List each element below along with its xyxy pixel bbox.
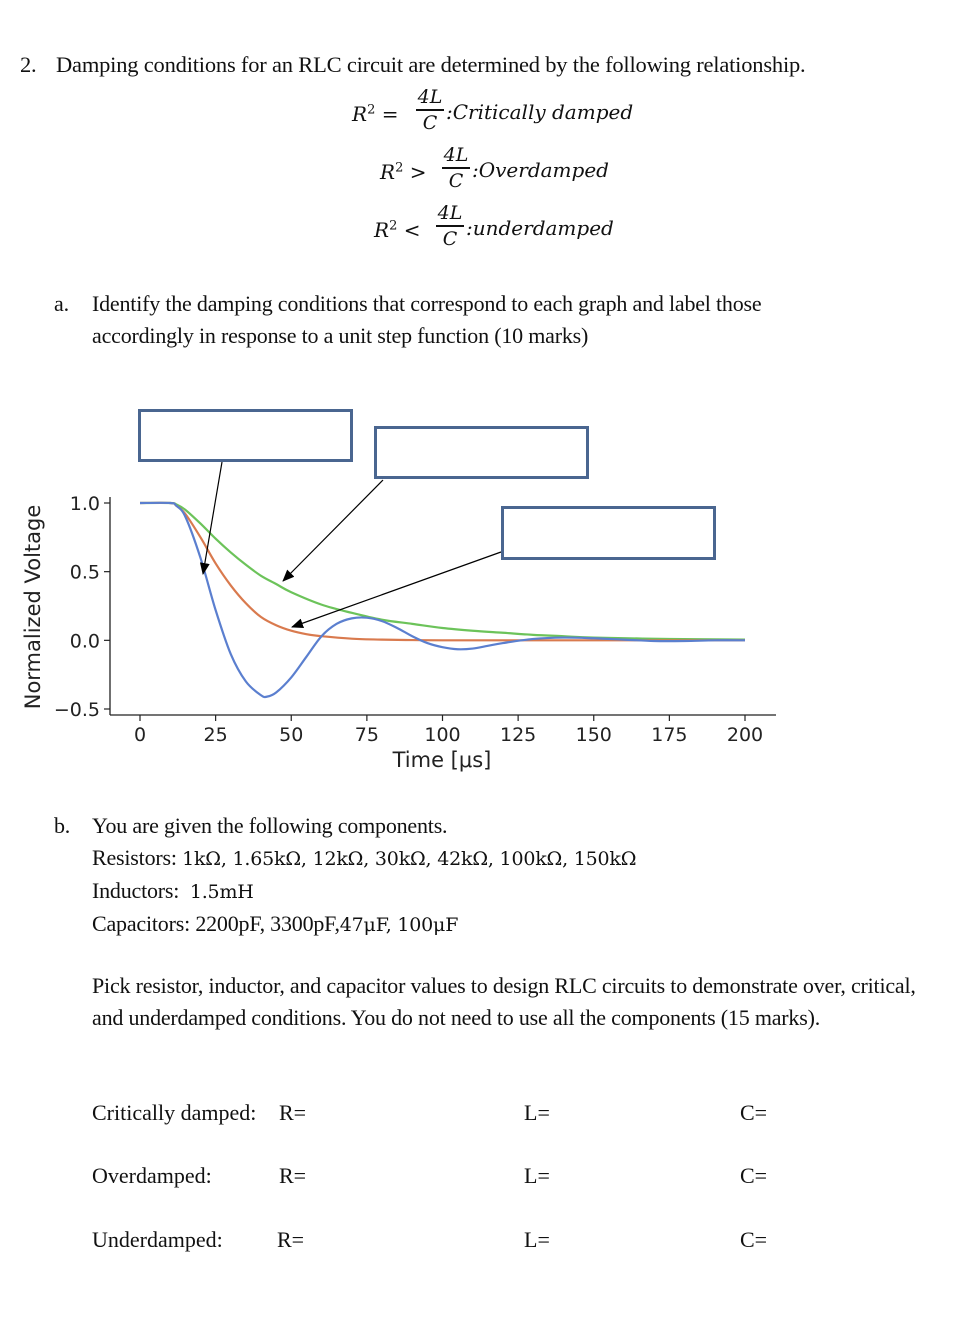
x-tick-label: 100 xyxy=(424,724,460,746)
y-tick-label: −0.5 xyxy=(54,699,100,721)
question-title: Damping conditions for an RLC circuit ar… xyxy=(56,52,806,77)
curve-overdamped xyxy=(139,501,746,641)
capacitor-values: 47μF, 100μF xyxy=(339,914,459,936)
y-tick-label: 0.0 xyxy=(70,630,100,652)
x-tick-label: 0 xyxy=(134,724,146,746)
resistors-line: Resistors: 1kΩ, 1.65kΩ, 12kΩ, 30kΩ, 42kΩ… xyxy=(92,845,637,870)
answer-box-1[interactable] xyxy=(138,409,353,462)
question-number: 2. xyxy=(20,52,37,77)
equation-lhs: R2 < xyxy=(374,218,421,242)
fraction: 4L C xyxy=(442,144,470,192)
condition-label: :Critically damped xyxy=(446,100,634,124)
equation-lhs: R2 > xyxy=(380,160,427,184)
inductors-line: Inductors: 1.5mH xyxy=(92,878,254,903)
equation-over: R2 > 4L C :Overdamped xyxy=(0,144,964,200)
equation-under: R2 < 4L C :underdamped xyxy=(0,202,964,258)
row-critical-r[interactable]: R= xyxy=(279,1100,307,1125)
part-b-intro: You are given the following components. xyxy=(92,813,448,838)
y-tick-label: 1.0 xyxy=(70,493,100,515)
x-tick-label: 175 xyxy=(651,724,687,746)
damping-response-chart: 1.0 0.5 0.0 −0.5 0 25 50 75 100 125 150 175 200 Norm… xyxy=(21,461,776,772)
row-over-label: Overdamped: xyxy=(92,1163,212,1188)
condition-label: :Overdamped xyxy=(472,158,609,182)
curve-critically xyxy=(139,501,745,642)
capacitors-line: Capacitors: 2200pF, 3300pF,47μF, 100μF xyxy=(92,911,459,936)
part-b-instructions: Pick resistor, inductor, and capacitor v… xyxy=(92,973,916,1030)
row-over-l[interactable]: L= xyxy=(524,1163,550,1188)
fraction: 4L C xyxy=(436,202,464,250)
condition-label: :underdamped xyxy=(466,216,614,240)
answer-box-3[interactable] xyxy=(501,506,716,560)
row-under-label: Underdamped: xyxy=(92,1227,223,1252)
part-a-text: Identify the damping conditions that cor… xyxy=(92,291,762,348)
x-tick-label: 25 xyxy=(204,724,228,746)
part-b: b. You are given the following component… xyxy=(54,810,934,941)
label-arrows xyxy=(199,461,502,628)
curve-underdamped xyxy=(139,501,746,699)
answer-box-2[interactable] xyxy=(374,426,589,479)
part-a: a. Identify the damping conditions that … xyxy=(54,288,854,352)
question-heading: 2. Damping conditions for an RLC circuit … xyxy=(20,52,806,78)
y-tick-label: 0.5 xyxy=(70,562,100,584)
part-a-label: a. xyxy=(54,291,69,316)
row-over-r[interactable]: R= xyxy=(279,1163,307,1188)
row-under-l[interactable]: L= xyxy=(524,1227,550,1252)
fraction: 4L C xyxy=(416,86,444,134)
x-tick-label: 200 xyxy=(727,724,763,746)
arrow-to-orange-curve xyxy=(291,551,502,628)
row-under-c[interactable]: C= xyxy=(740,1227,768,1252)
row-critical-label: Critically damped: xyxy=(92,1100,257,1125)
arrow-to-blue-curve xyxy=(199,461,223,575)
x-tick-label: 125 xyxy=(500,724,536,746)
resistor-values: 1kΩ, 1.65kΩ, 12kΩ, 30kΩ, 42kΩ, 100kΩ, 15… xyxy=(182,848,637,870)
arrow-to-green-curve xyxy=(282,479,384,582)
inductor-values: 1.5mH xyxy=(189,881,254,903)
x-tick-label: 150 xyxy=(576,724,612,746)
part-b-label: b. xyxy=(54,813,71,838)
row-critical-c[interactable]: C= xyxy=(740,1100,768,1125)
x-tick-label: 75 xyxy=(355,724,379,746)
row-over-c[interactable]: C= xyxy=(740,1163,768,1188)
equation-lhs: R2 = xyxy=(352,102,399,126)
x-axis-label: Time [μs] xyxy=(392,748,492,772)
row-critical-l[interactable]: L= xyxy=(524,1100,550,1125)
chart-curves xyxy=(139,501,746,699)
equation-critical: R2 = 4L C :Critically damped xyxy=(0,86,964,142)
row-under-r[interactable]: R= xyxy=(277,1227,305,1252)
x-tick-label: 50 xyxy=(279,724,303,746)
chart-axes: 1.0 0.5 0.0 −0.5 0 25 50 75 100 125 150 175 200 xyxy=(54,493,776,746)
y-axis-label: Normalized Voltage xyxy=(21,505,45,710)
